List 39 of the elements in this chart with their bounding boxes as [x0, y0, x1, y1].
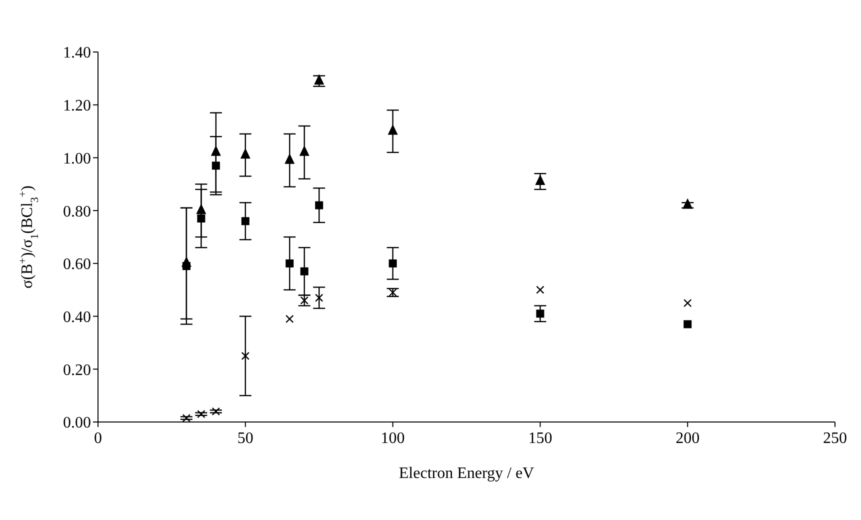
point [684, 320, 692, 328]
point [300, 267, 308, 276]
point [212, 162, 220, 170]
x-tick-label: 50 [237, 430, 254, 447]
point [536, 286, 544, 294]
point [315, 201, 324, 210]
point [388, 288, 397, 297]
x-tick-label: 150 [528, 430, 552, 447]
x-tick-label: 200 [676, 430, 700, 447]
point [196, 204, 206, 214]
x-tick-label: 250 [823, 430, 847, 447]
point [210, 145, 221, 156]
y-tick-label: 1.20 [63, 98, 91, 115]
point [299, 145, 310, 156]
point [682, 198, 693, 209]
x-axis-title: Electron Energy / eV [398, 465, 535, 482]
point [197, 214, 206, 222]
x-tick-label: 100 [380, 430, 405, 447]
point [284, 153, 295, 164]
y-tick-label: 0.40 [63, 308, 91, 326]
y-tick-label: 0.60 [63, 256, 91, 274]
point [286, 314, 294, 324]
point [182, 262, 190, 270]
point [315, 294, 324, 302]
point [240, 148, 250, 159]
point [388, 124, 398, 135]
y-tick-label: 0.20 [63, 362, 91, 379]
point [536, 310, 544, 318]
point [684, 298, 692, 308]
y-tick-label: 0.00 [63, 414, 91, 432]
point [286, 259, 294, 268]
x-tick-label: 0 [94, 430, 102, 447]
point [535, 174, 546, 185]
point [241, 217, 250, 226]
y-tick-label: 1.40 [63, 44, 91, 62]
y-tick-label: 1.00 [63, 150, 91, 168]
y-tick-label: 0.80 [63, 203, 91, 220]
point [241, 352, 250, 360]
point [388, 259, 397, 268]
